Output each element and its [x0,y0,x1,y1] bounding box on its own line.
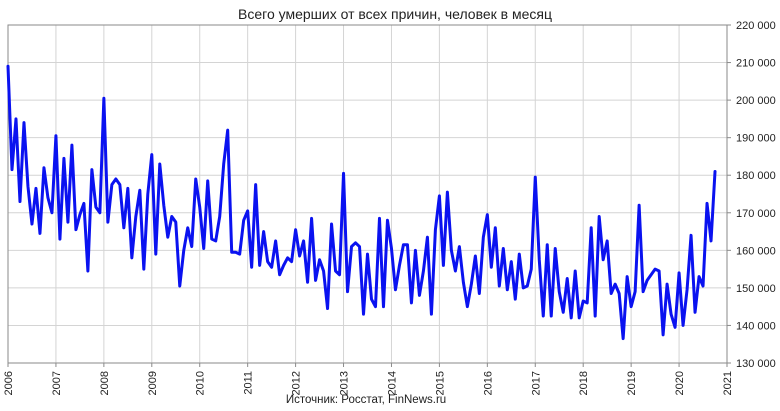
x-tick-label: 2013 [339,371,351,395]
x-tick-label: 2017 [530,371,542,395]
chart-title: Всего умерших от всех причин, человек в … [238,6,552,22]
x-axis-ticks: 2006 2007 2008 2009 2010 2011 2012 2013 2014 2015… [3,363,734,395]
y-axis-ticks: 130 000 140 000 150 000 160 000 170 000 180 0… [727,20,776,370]
x-tick-label: 2010 [195,371,207,395]
y-tick-label: 160 000 [736,245,776,257]
y-tick-label: 210 000 [736,58,776,70]
x-tick-label: 2018 [578,371,590,395]
x-tick-label: 2020 [674,371,686,395]
x-tick-label: 2015 [434,371,446,395]
y-tick-label: 180 000 [736,170,776,182]
x-tick-label: 2014 [386,371,398,395]
y-tick-label: 200 000 [736,95,776,107]
y-tick-label: 150 000 [736,283,776,295]
x-tick-label: 2019 [626,371,638,395]
series-group [6,64,717,341]
y-tick-label: 220 000 [736,20,776,32]
plot-frame [7,24,728,364]
x-tick-label: 2011 [243,371,255,395]
x-tick-label: 2021 [722,371,734,395]
x-tick-label: 2007 [51,371,63,395]
x-tick-label: 2006 [3,371,15,395]
x-tick-label: 2008 [99,371,111,395]
plot-border [7,24,728,364]
x-tick-label: 2009 [147,371,159,395]
y-tick-label: 140 000 [736,320,776,332]
y-tick-label: 170 000 [736,208,776,220]
x-tick-label: 2012 [291,371,303,395]
y-tick-label: 130 000 [736,358,776,370]
x-tick-label: 2016 [482,371,494,395]
source-note: Источник: Росстат, FinNews.ru [286,394,446,406]
series-line [6,64,717,341]
y-tick-label: 190 000 [736,133,776,145]
